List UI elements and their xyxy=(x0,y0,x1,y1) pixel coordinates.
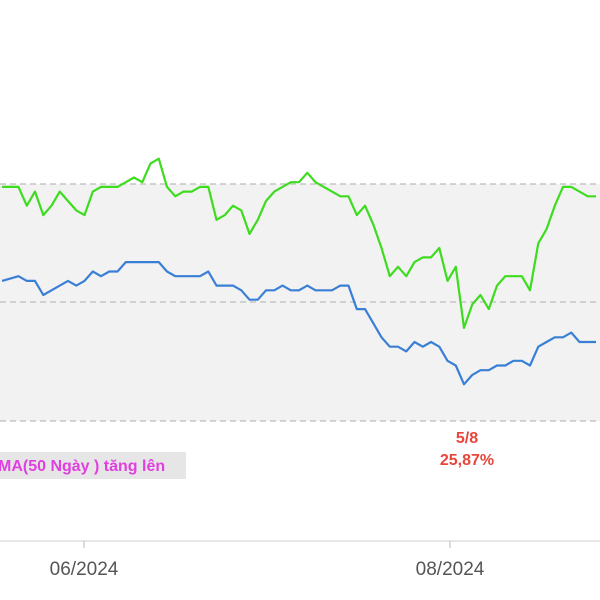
legend-label: MA(50 Ngày ) tăng lên xyxy=(0,458,165,475)
legend: MA(50 Ngày ) tăng lên xyxy=(0,452,186,479)
series-line-upper xyxy=(2,157,596,329)
series-line-lower xyxy=(1,261,596,386)
x-axis: 06/2024 08/2024 xyxy=(0,540,600,580)
low-annotation: 5/8 25,87% xyxy=(440,430,494,469)
annotation-date: 5/8 xyxy=(456,430,478,447)
annotation-value: 25,87% xyxy=(440,452,494,469)
x-tick-label-08-2024: 08/2024 xyxy=(416,559,485,580)
series-lines xyxy=(1,157,596,386)
legend-background xyxy=(0,452,186,479)
x-tick-label-06-2024: 06/2024 xyxy=(50,559,119,580)
gridlines xyxy=(0,183,600,422)
